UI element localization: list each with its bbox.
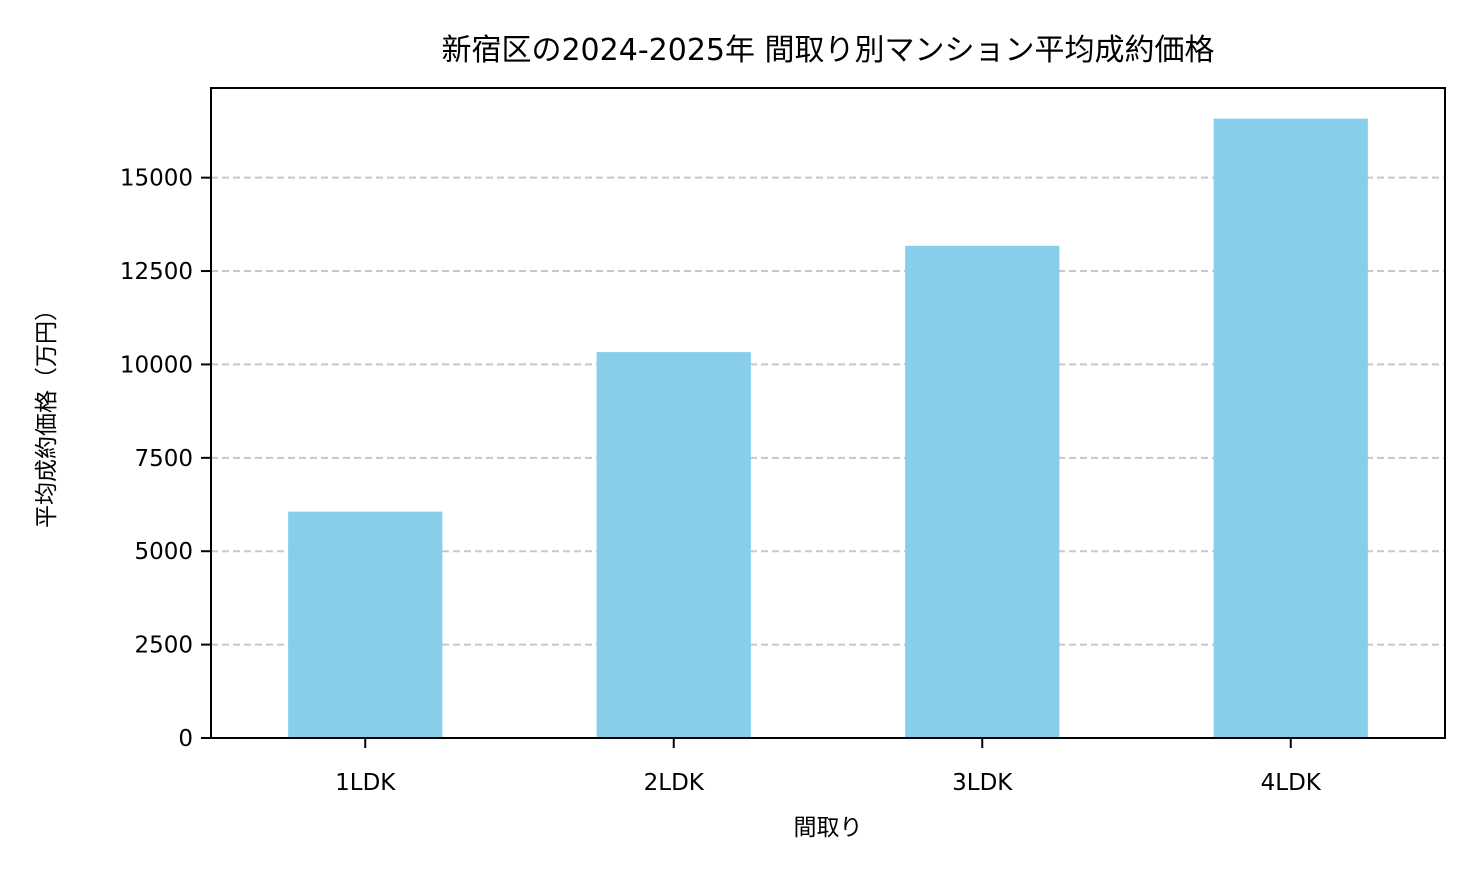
bar-2ldk <box>596 352 751 738</box>
y-axis-label: 平均成約価格（万円） <box>34 298 60 528</box>
x-axis: 1LDK 2LDK 3LDK 4LDK <box>335 738 1322 796</box>
y-tick-label: 15000 <box>120 166 193 192</box>
y-tick-label: 12500 <box>120 259 193 285</box>
bar-3ldk <box>905 245 1060 739</box>
y-tick-label: 10000 <box>120 352 193 378</box>
x-tick-label: 3LDK <box>952 770 1013 796</box>
bar-4ldk <box>1213 118 1368 738</box>
y-axis: 0 2500 5000 7500 10000 12500 15000 <box>120 166 211 752</box>
bar-1ldk <box>288 511 443 738</box>
y-tick-label: 0 <box>178 726 193 752</box>
chart-title: 新宿区の2024-2025年 間取り別マンション平均成約価格 <box>441 33 1214 68</box>
x-axis-label: 間取り <box>794 815 863 841</box>
y-tick-label: 5000 <box>134 539 193 565</box>
y-tick-label: 7500 <box>134 446 193 472</box>
x-tick-label: 1LDK <box>335 770 396 796</box>
y-tick-label: 2500 <box>134 633 193 659</box>
x-tick-label: 2LDK <box>644 770 705 796</box>
plot-frame <box>210 87 1446 739</box>
bars <box>288 118 1368 739</box>
x-tick-label: 4LDK <box>1261 770 1322 796</box>
